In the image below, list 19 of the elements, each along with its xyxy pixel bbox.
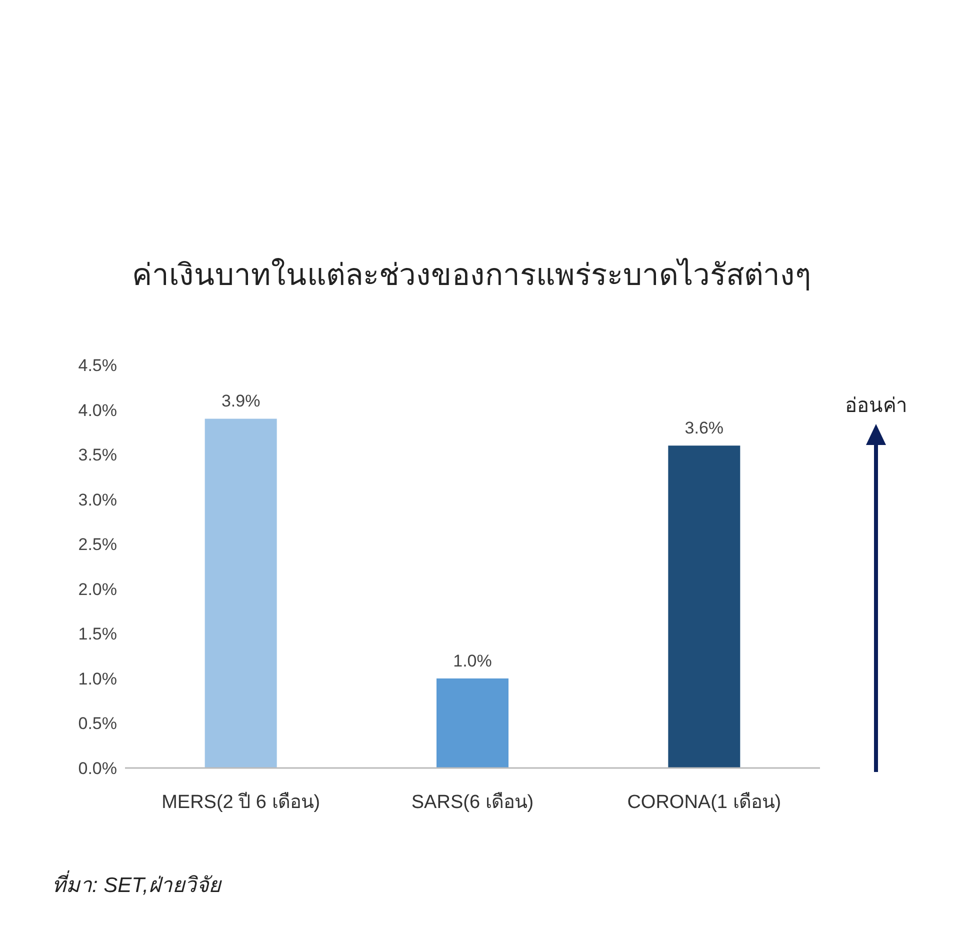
data-label: 3.6% — [684, 418, 724, 438]
x-tick-label: SARS(6 เดือน) — [411, 792, 534, 813]
data-label: 1.0% — [453, 651, 492, 670]
text: อ่อนค่า — [845, 395, 907, 417]
x-tick-label: MERS(2 ปี 6 เดือน) — [162, 791, 320, 813]
y-tick-label: 4.5% — [78, 356, 117, 375]
y-tick-label: 2.5% — [78, 535, 117, 554]
y-tick-label: 1.5% — [78, 624, 117, 644]
data-label: 3.9% — [221, 392, 260, 411]
y-tick-label: 3.5% — [78, 446, 117, 465]
text: ที่มา: SET,ฝ่ายวิจัย — [52, 870, 222, 897]
y-tick-label: 2.0% — [78, 580, 117, 599]
x-tick-label: CORONA(1 เดือน) — [627, 792, 782, 813]
y-tick-label: 1.0% — [78, 669, 117, 688]
y-tick-label: 0.5% — [78, 714, 117, 734]
title: ค่าเงินบาทในแต่ละช่วงของการแพร่ระบาดไวรัสต่างๆ — [132, 259, 811, 292]
y-tick-label: 0.0% — [78, 759, 117, 778]
y-tick-label: 4.0% — [78, 400, 117, 420]
y-tick-label: 3.0% — [78, 490, 117, 510]
